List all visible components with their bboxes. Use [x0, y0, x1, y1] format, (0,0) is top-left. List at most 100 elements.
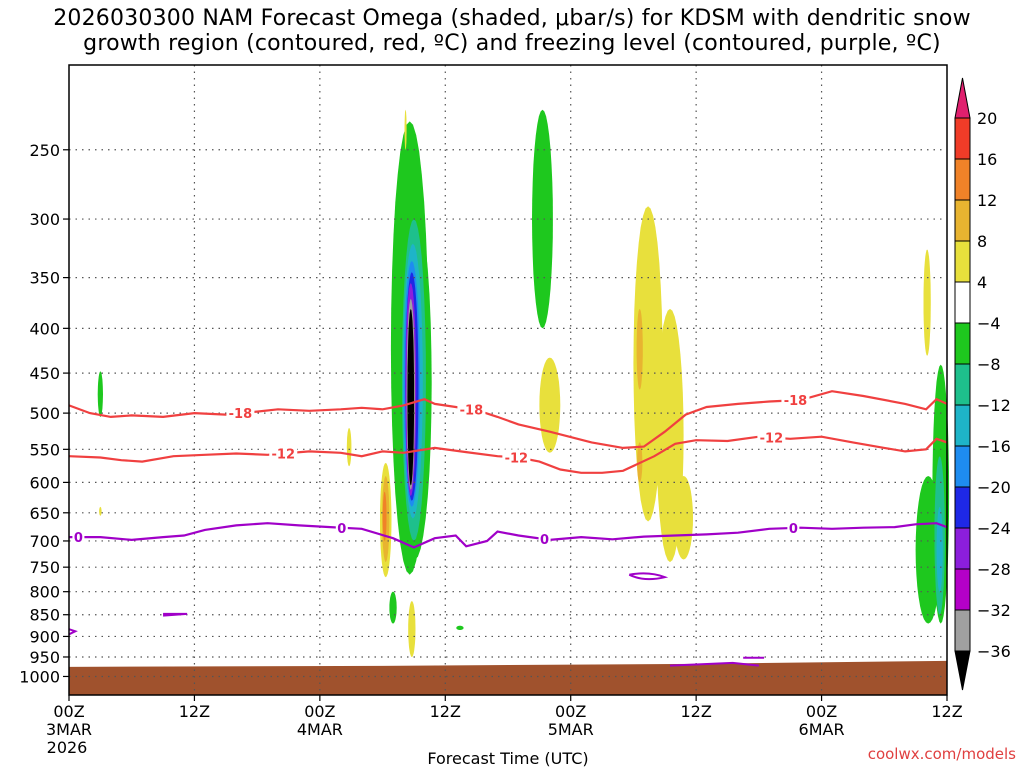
contour-label-bg: [781, 392, 810, 408]
colorbar-swatch: [954, 281, 971, 324]
y-tick-label: 750: [29, 558, 60, 577]
x-tick-label: 12Z: [179, 702, 210, 721]
omega-region-yellow-low: [408, 601, 416, 657]
colorbar-label: 4: [977, 273, 987, 292]
x-tick-label: 12Z: [931, 702, 962, 721]
x-axis-label: Forecast Time (UTC): [427, 749, 588, 768]
colorbar-swatch: [954, 199, 971, 242]
y-tick-label: 650: [29, 504, 60, 523]
contour-label-0: 0: [74, 531, 83, 546]
credit-text: coolwx.com/models: [867, 745, 1016, 763]
colorbar-label: 20: [977, 109, 997, 128]
colorbar-label: −8: [977, 355, 1001, 374]
omega-region-yellow-59: [674, 476, 693, 560]
colorbar-label: −4: [977, 314, 1001, 333]
y-tick-label: 950: [29, 648, 60, 667]
contour-line--12: [68, 435, 948, 474]
terrain-shading: [69, 660, 947, 695]
chart-title: 2026030300 NAM Forecast Omega (shaded, μ…: [53, 6, 971, 56]
contour-label-bg: [226, 405, 255, 421]
colorbar-swatch: [954, 363, 971, 406]
colorbar-swatch: [954, 158, 971, 201]
x-tick-label: 00Z: [53, 702, 84, 721]
colorbar-swatch: [954, 322, 971, 365]
x-tick-year: 2026: [47, 738, 88, 757]
x-tick-date: 5MAR: [548, 720, 594, 739]
y-tick-label: 450: [29, 364, 60, 383]
colorbar-arrow-bottom: [954, 650, 971, 691]
omega-region-left-green: [97, 371, 103, 417]
omega-region-lowlevel-p12: [382, 491, 387, 541]
omega-region-upper-green: [532, 109, 553, 329]
contour-label--18: -18: [784, 394, 808, 409]
contour-label-bg: [335, 519, 348, 535]
contour-label-bg: [787, 519, 800, 535]
omega-region-yellow-small: [346, 428, 352, 467]
y-tick-label: 1000: [19, 667, 60, 686]
contour-label--18: -18: [229, 407, 253, 422]
colorbar-label: −24: [977, 519, 1011, 538]
omega-region-yellow-46: [539, 357, 561, 453]
x-tick-label: 00Z: [806, 702, 837, 721]
contour-line--18: [68, 390, 948, 450]
contour-label-bg: [757, 429, 786, 445]
colorbar-label: 8: [977, 232, 987, 251]
omega-region-top-yellow: [404, 109, 407, 150]
x-tick-date: 3MAR: [46, 720, 92, 739]
contour-line-0: [69, 522, 948, 549]
contour-label--12: -12: [505, 451, 529, 466]
x-tick-date: 6MAR: [799, 720, 845, 739]
colorbar-label: 16: [977, 150, 997, 169]
omega-region-late-m16: [936, 506, 943, 592]
contour-label--12: -12: [760, 432, 784, 447]
colorbar-swatch: [954, 527, 971, 570]
contour-label--18: -18: [460, 403, 484, 418]
y-tick-label: 700: [29, 532, 60, 551]
colorbar-swatch: [954, 609, 971, 652]
colorbar-label: −36: [977, 642, 1011, 661]
y-tick-label: 350: [29, 269, 60, 288]
colorbar-label: 12: [977, 191, 997, 210]
contour-label--12: -12: [272, 448, 296, 463]
omega-region-main-m36: [407, 308, 415, 486]
y-tick-label: 850: [29, 606, 60, 625]
y-tick-label: 550: [29, 440, 60, 459]
colorbar-swatch: [954, 117, 971, 160]
colorbar-arrow-top: [954, 77, 971, 119]
contour-label-0: 0: [337, 522, 346, 537]
colorbar-label: −32: [977, 601, 1011, 620]
contour-label-0: 0: [540, 533, 549, 548]
colorbar-swatch: [954, 486, 971, 529]
colorbar-label: −28: [977, 560, 1011, 579]
y-tick-label: 500: [29, 404, 60, 423]
colorbar-swatch: [954, 240, 971, 283]
y-tick-label: 600: [29, 473, 60, 492]
colorbar-label: −16: [977, 437, 1011, 456]
omega-region-late-yellow: [923, 249, 931, 356]
x-tick-label: 12Z: [430, 702, 461, 721]
contour-label-0: 0: [789, 522, 798, 537]
omega-region-green-low: [389, 591, 397, 624]
colorbar-swatch: [954, 404, 971, 447]
contour-line-0-fragment: [669, 661, 759, 667]
omega-region-green-tiny: [456, 625, 464, 630]
omega-region-yellow-55b: [636, 308, 643, 390]
x-tick-label: 00Z: [555, 702, 586, 721]
contour-label-bg: [457, 401, 486, 417]
colorbar-label: −12: [977, 396, 1011, 415]
y-tick-label: 400: [29, 319, 60, 338]
colorbar-swatch: [954, 445, 971, 488]
x-tick-label: 12Z: [680, 702, 711, 721]
contour-label-bg: [538, 531, 551, 547]
contour-label-bg: [502, 449, 531, 465]
plot-frame: [68, 64, 948, 696]
y-tick-label: 300: [29, 210, 60, 229]
contour-line-0-fragment: [162, 612, 188, 617]
y-tick-label: 800: [29, 583, 60, 602]
contour-label-bg: [72, 529, 85, 545]
omega-region-left-yellow: [99, 506, 102, 516]
omega-region-yellow-55a: [633, 206, 663, 522]
contour-label-bg: [269, 445, 298, 461]
x-tick-date: 4MAR: [297, 720, 343, 739]
